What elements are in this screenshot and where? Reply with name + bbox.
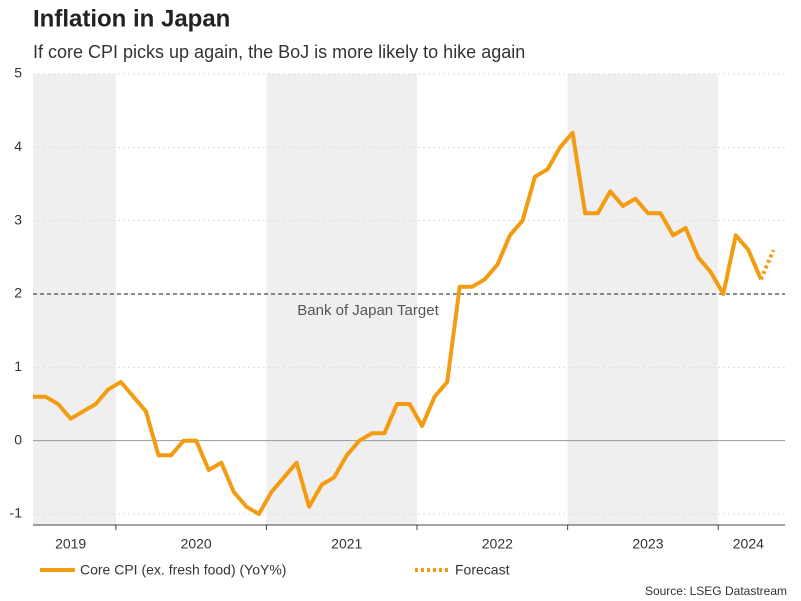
x-tick-label: 2021	[331, 536, 362, 552]
source: Source: LSEG Datastream	[645, 584, 787, 598]
chart-title: Inflation in Japan	[33, 5, 230, 32]
x-tick-label: 2019	[55, 536, 86, 552]
y-tick-label: 3	[14, 211, 22, 227]
x-tick-label: 2022	[482, 536, 513, 552]
year-band	[266, 74, 418, 525]
y-tick-label: 5	[14, 65, 22, 81]
year-band	[33, 74, 116, 525]
y-tick-label: 1	[14, 358, 22, 374]
y-tick-label: 4	[14, 138, 22, 154]
reference-label: Bank of Japan Target	[297, 302, 439, 319]
year-band	[567, 74, 719, 525]
legend-label: Forecast	[455, 562, 510, 578]
x-tick-label: 2024	[733, 536, 764, 552]
x-tick-label: 2023	[632, 536, 663, 552]
x-tick-label: 2020	[181, 536, 212, 552]
y-tick-label: 0	[14, 431, 22, 447]
y-tick-label: -1	[10, 505, 23, 521]
series-line	[759, 249, 776, 281]
series-line	[33, 130, 763, 516]
legend-label: Core CPI (ex. fresh food) (YoY%)	[80, 562, 286, 578]
chart-subtitle: If core CPI picks up again, the BoJ is m…	[33, 42, 525, 62]
y-tick-label: 2	[14, 285, 22, 301]
